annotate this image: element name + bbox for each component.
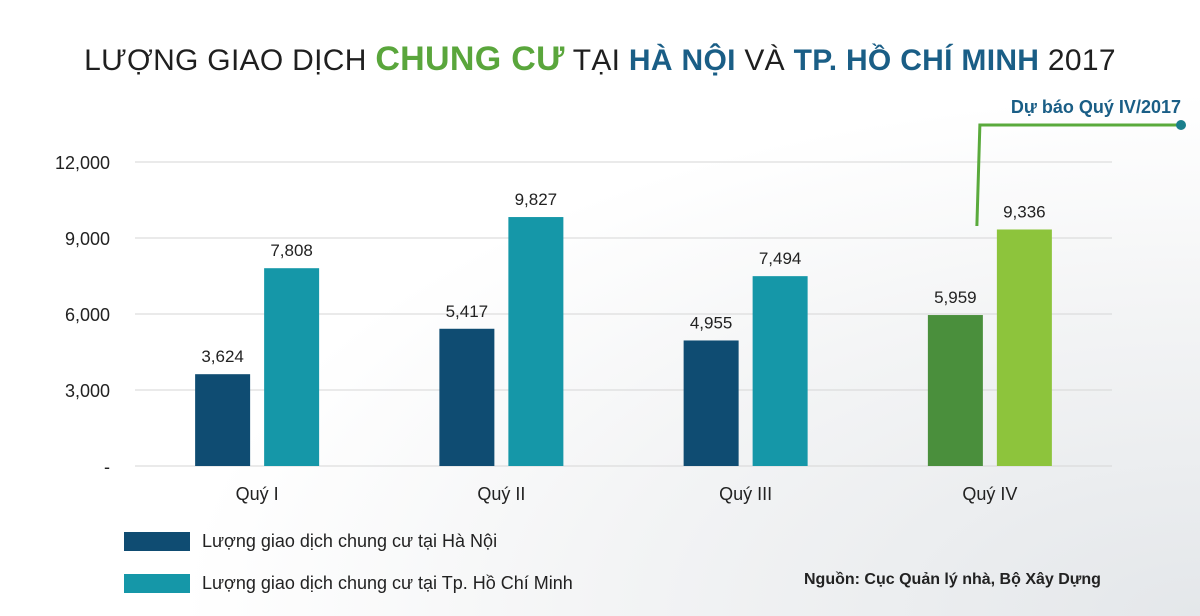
data-label: 5,959 [934, 288, 977, 307]
legend-swatch-hanoi [124, 531, 190, 551]
data-label: 3,624 [201, 347, 244, 366]
source-note: Nguồn: Cục Quản lý nhà, Bộ Xây Dựng [804, 571, 1101, 588]
data-label: 9,827 [515, 190, 558, 209]
x-tick-label: Quý III [719, 484, 772, 504]
data-label: 7,808 [270, 241, 313, 260]
title-part-3: TẠI [564, 44, 629, 77]
bar [996, 229, 1052, 466]
bar [752, 276, 808, 466]
y-tick-label: 9,000 [65, 229, 110, 249]
x-tick-label: Quý II [477, 484, 525, 504]
bar [508, 217, 564, 466]
forecast-callout-line [975, 123, 1181, 227]
x-tick-label: Quý I [236, 484, 279, 504]
bar [683, 340, 739, 466]
bar [439, 328, 495, 466]
legend-item-hanoi: Lượng giao dịch chung cư tại Hà Nội [124, 528, 573, 554]
data-label: 7,494 [759, 249, 802, 268]
legend-item-hcm: Lượng giao dịch chung cư tại Tp. Hồ Chí … [124, 570, 573, 596]
forecast-label: Dự báo Quý IV/2017 [1011, 97, 1181, 117]
legend: Lượng giao dịch chung cư tại Hà Nội Lượn… [124, 528, 573, 612]
title-part-5: VÀ [735, 44, 794, 77]
bar [264, 268, 320, 466]
bar [927, 315, 983, 466]
title-highlight-hcm: TP. HỒ CHÍ MINH [793, 44, 1040, 77]
chart-title: LƯỢNG GIAO DỊCH CHUNG CƯ TẠI HÀ NỘI VÀ T… [0, 40, 1200, 79]
legend-label-hanoi: Lượng giao dịch chung cư tại Hà Nội [202, 530, 498, 551]
data-label: 9,336 [1003, 202, 1046, 221]
data-label: 5,417 [446, 302, 489, 321]
legend-swatch-hcm [124, 573, 190, 593]
y-tick-label: 12,000 [55, 153, 110, 173]
x-tick-label: Quý IV [962, 484, 1017, 504]
data-label: 4,955 [690, 313, 733, 332]
title-highlight-chung-cu: CHUNG CƯ [375, 40, 565, 78]
y-tick-label: 3,000 [65, 381, 110, 401]
title-part-1: LƯỢNG GIAO DỊCH [84, 44, 376, 77]
bar [195, 374, 251, 466]
title-highlight-ha-noi: HÀ NỘI [628, 44, 736, 77]
forecast-callout-dot [1176, 120, 1186, 130]
legend-label-hcm: Lượng giao dịch chung cư tại Tp. Hồ Chí … [202, 572, 573, 593]
y-tick-label: - [104, 457, 110, 477]
title-part-7: 2017 [1039, 44, 1116, 77]
y-tick-label: 6,000 [65, 305, 110, 325]
